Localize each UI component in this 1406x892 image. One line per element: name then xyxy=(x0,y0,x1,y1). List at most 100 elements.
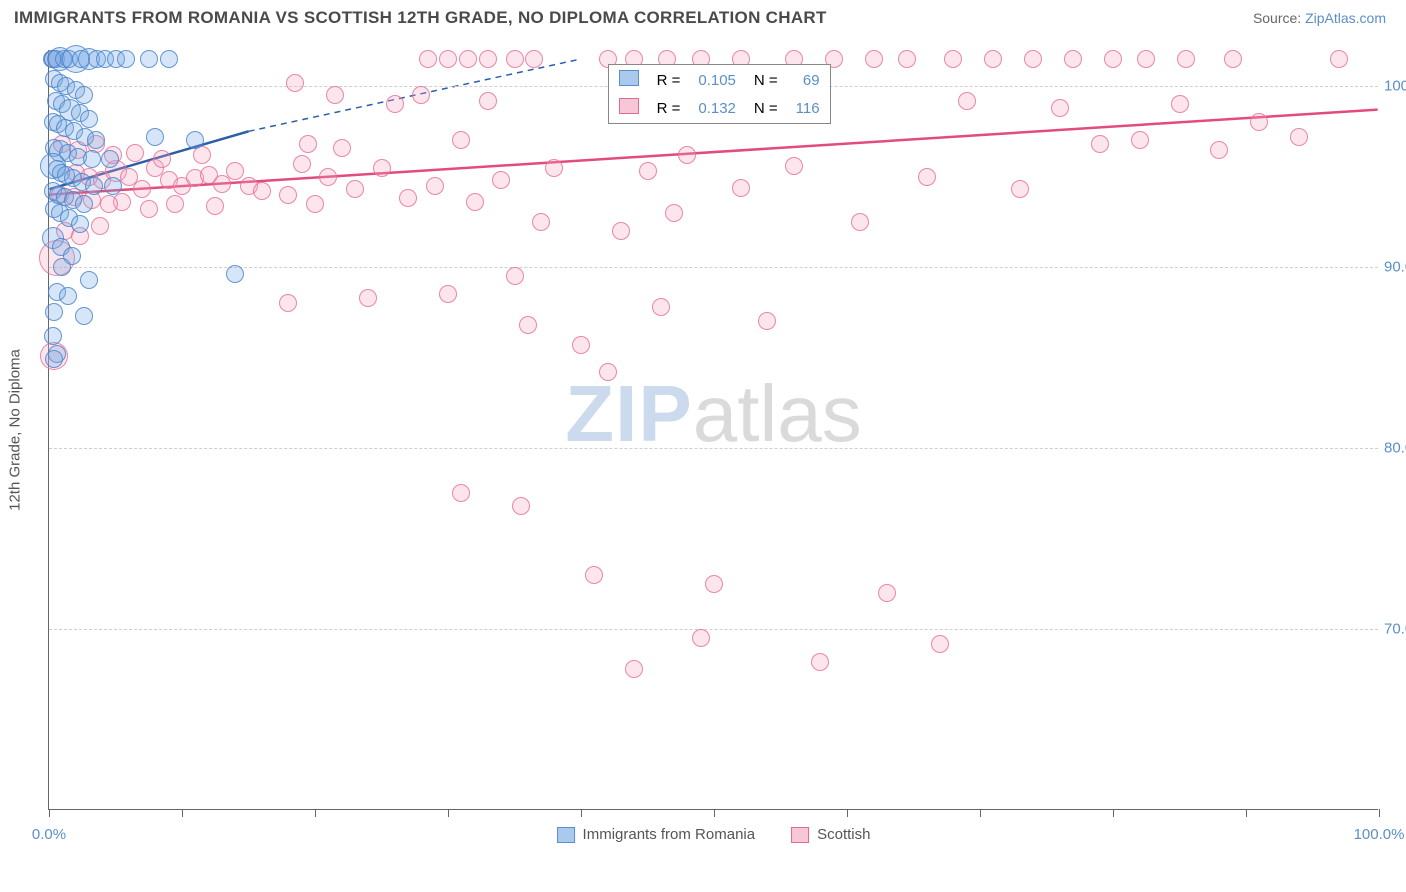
data-point-pink xyxy=(306,195,324,213)
data-point-pink xyxy=(279,186,297,204)
data-point-pink xyxy=(758,312,776,330)
data-point-pink xyxy=(1011,180,1029,198)
data-point-pink xyxy=(732,179,750,197)
data-point-pink xyxy=(91,217,109,235)
data-point-pink xyxy=(359,289,377,307)
r-value-pink: 0.132 xyxy=(690,95,744,121)
data-point-pink xyxy=(133,180,151,198)
data-point-pink xyxy=(1171,95,1189,113)
watermark-atlas: atlas xyxy=(693,369,862,458)
data-point-pink xyxy=(253,182,271,200)
legend-item-pink: Scottish xyxy=(791,826,870,843)
data-point-pink xyxy=(639,162,657,180)
data-point-pink xyxy=(286,74,304,92)
data-point-pink xyxy=(599,363,617,381)
data-point-pink xyxy=(1210,141,1228,159)
data-point-pink xyxy=(1051,99,1069,117)
data-point-blue xyxy=(87,131,105,149)
data-point-blue xyxy=(85,177,103,195)
legend-top: R =0.105N =69R =0.132N =116 xyxy=(608,64,831,124)
data-point-pink xyxy=(452,131,470,149)
x-tick xyxy=(448,809,449,817)
data-point-pink xyxy=(545,159,563,177)
data-point-pink xyxy=(439,50,457,68)
data-point-pink xyxy=(226,162,244,180)
data-point-pink xyxy=(625,660,643,678)
data-point-blue xyxy=(117,50,135,68)
data-point-pink xyxy=(386,95,404,113)
data-point-blue xyxy=(75,195,93,213)
data-point-pink xyxy=(572,336,590,354)
y-tick-label: 90.0% xyxy=(1384,259,1406,276)
y-axis-label: 12th Grade, No Diploma xyxy=(7,349,24,511)
watermark: ZIPatlas xyxy=(565,368,861,460)
legend-item-blue: Immigrants from Romania xyxy=(557,826,756,843)
legend-swatch-pink xyxy=(791,827,809,843)
data-point-pink xyxy=(1224,50,1242,68)
data-point-pink xyxy=(878,584,896,602)
data-point-pink xyxy=(612,222,630,240)
data-point-pink xyxy=(811,653,829,671)
data-point-pink xyxy=(506,50,524,68)
data-point-pink xyxy=(506,267,524,285)
gridline-h xyxy=(49,448,1378,449)
data-point-blue xyxy=(80,271,98,289)
y-tick-label: 100.0% xyxy=(1384,78,1406,95)
data-point-blue xyxy=(75,307,93,325)
data-point-blue xyxy=(186,131,204,149)
data-point-pink xyxy=(525,50,543,68)
data-point-pink xyxy=(519,316,537,334)
n-label: N = xyxy=(746,67,786,93)
n-value-blue: 69 xyxy=(788,67,828,93)
data-point-pink xyxy=(426,177,444,195)
data-point-pink xyxy=(399,189,417,207)
data-point-blue xyxy=(104,177,122,195)
data-point-pink xyxy=(1250,113,1268,131)
data-point-pink xyxy=(865,50,883,68)
gridline-h xyxy=(49,629,1378,630)
data-point-blue xyxy=(146,128,164,146)
trend-lines xyxy=(49,50,1378,809)
data-point-pink xyxy=(918,168,936,186)
data-point-pink xyxy=(206,197,224,215)
data-point-pink xyxy=(1091,135,1109,153)
data-point-pink xyxy=(419,50,437,68)
data-point-pink xyxy=(479,50,497,68)
data-point-pink xyxy=(1131,131,1149,149)
data-point-pink xyxy=(326,86,344,104)
x-tick-label: 100.0% xyxy=(1354,826,1405,843)
data-point-pink xyxy=(512,497,530,515)
data-point-pink xyxy=(585,566,603,584)
data-point-pink xyxy=(678,146,696,164)
data-point-pink xyxy=(373,159,391,177)
legend-table: R =0.105N =69R =0.132N =116 xyxy=(609,65,830,123)
x-tick xyxy=(714,809,715,817)
data-point-pink xyxy=(492,171,510,189)
legend-label-blue: Immigrants from Romania xyxy=(583,826,756,843)
x-tick xyxy=(182,809,183,817)
data-point-blue xyxy=(59,287,77,305)
data-point-pink xyxy=(692,629,710,647)
y-tick-label: 70.0% xyxy=(1384,621,1406,638)
legend-label-pink: Scottish xyxy=(817,826,870,843)
data-point-pink xyxy=(293,155,311,173)
r-value-blue: 0.105 xyxy=(690,67,744,93)
data-point-pink xyxy=(346,180,364,198)
data-point-pink xyxy=(1024,50,1042,68)
data-point-pink xyxy=(1177,50,1195,68)
data-point-pink xyxy=(100,195,118,213)
data-point-pink xyxy=(1330,50,1348,68)
data-point-blue xyxy=(71,215,89,233)
data-point-pink xyxy=(532,213,550,231)
x-tick xyxy=(1113,809,1114,817)
x-tick xyxy=(49,809,50,817)
data-point-pink xyxy=(958,92,976,110)
data-point-pink xyxy=(459,50,477,68)
x-tick xyxy=(1379,809,1380,817)
data-point-blue xyxy=(226,265,244,283)
data-point-pink xyxy=(166,195,184,213)
data-point-blue xyxy=(44,327,62,345)
y-tick-label: 80.0% xyxy=(1384,440,1406,457)
legend-swatch-blue-icon xyxy=(619,70,639,86)
source-link[interactable]: ZipAtlas.com xyxy=(1305,10,1386,26)
